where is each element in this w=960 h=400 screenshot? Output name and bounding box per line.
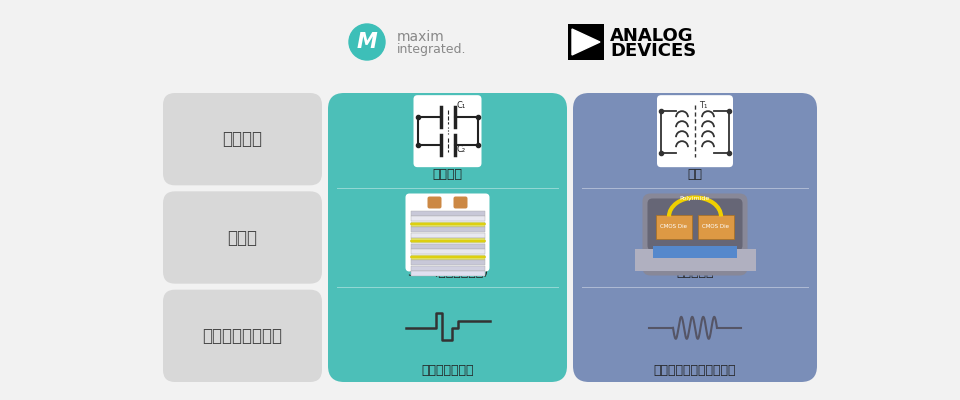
FancyBboxPatch shape <box>163 93 322 185</box>
Circle shape <box>349 24 385 60</box>
Text: エッジトリガー: エッジトリガー <box>421 364 473 378</box>
Text: C₁: C₁ <box>457 101 466 110</box>
Bar <box>411 249 485 254</box>
Text: ポリイミド: ポリイミド <box>676 266 713 279</box>
Bar <box>411 266 485 270</box>
FancyBboxPatch shape <box>657 95 733 167</box>
Text: 静電容量: 静電容量 <box>433 168 463 181</box>
Bar <box>653 246 697 258</box>
Bar <box>411 271 485 276</box>
Bar <box>411 238 485 243</box>
Text: SiO₂(二酸化ケイ素): SiO₂(二酸化ケイ素) <box>407 266 488 279</box>
FancyBboxPatch shape <box>163 290 322 382</box>
Text: M: M <box>356 32 377 52</box>
FancyBboxPatch shape <box>573 93 817 382</box>
Text: エンコーディング: エンコーディング <box>203 327 282 345</box>
Text: T₁: T₁ <box>699 101 708 110</box>
Text: C₂: C₂ <box>457 145 466 154</box>
Text: CMOS Die: CMOS Die <box>660 224 687 229</box>
Text: ANALOG: ANALOG <box>610 27 694 45</box>
Bar <box>656 214 692 238</box>
Bar <box>411 227 485 232</box>
Bar <box>635 248 756 270</box>
Bar <box>411 254 485 260</box>
Text: 絶縁材: 絶縁材 <box>228 228 257 246</box>
Bar <box>693 246 737 258</box>
FancyBboxPatch shape <box>642 194 748 276</box>
FancyBboxPatch shape <box>414 95 482 167</box>
FancyBboxPatch shape <box>163 191 322 284</box>
FancyBboxPatch shape <box>405 194 490 272</box>
Bar <box>411 216 485 221</box>
Text: CMOS Die: CMOS Die <box>703 224 730 229</box>
Text: Polyimide: Polyimide <box>680 196 710 201</box>
FancyBboxPatch shape <box>453 196 468 208</box>
Polygon shape <box>572 29 600 55</box>
Bar <box>411 232 485 238</box>
FancyBboxPatch shape <box>427 196 442 208</box>
FancyBboxPatch shape <box>328 93 567 382</box>
Bar <box>411 222 485 226</box>
FancyBboxPatch shape <box>647 198 742 250</box>
Bar <box>568 24 604 60</box>
Bar <box>411 244 485 248</box>
Bar <box>698 214 734 238</box>
Text: 結合方式: 結合方式 <box>223 130 262 148</box>
Bar <box>411 210 485 216</box>
Text: DEVICES: DEVICES <box>610 42 696 60</box>
Text: integrated.: integrated. <box>397 42 467 56</box>
Bar <box>411 260 485 265</box>
Text: オン・オフ・キーイング: オン・オフ・キーイング <box>654 364 736 378</box>
Text: maxim: maxim <box>397 30 444 44</box>
Text: 磁気: 磁気 <box>687 168 703 181</box>
